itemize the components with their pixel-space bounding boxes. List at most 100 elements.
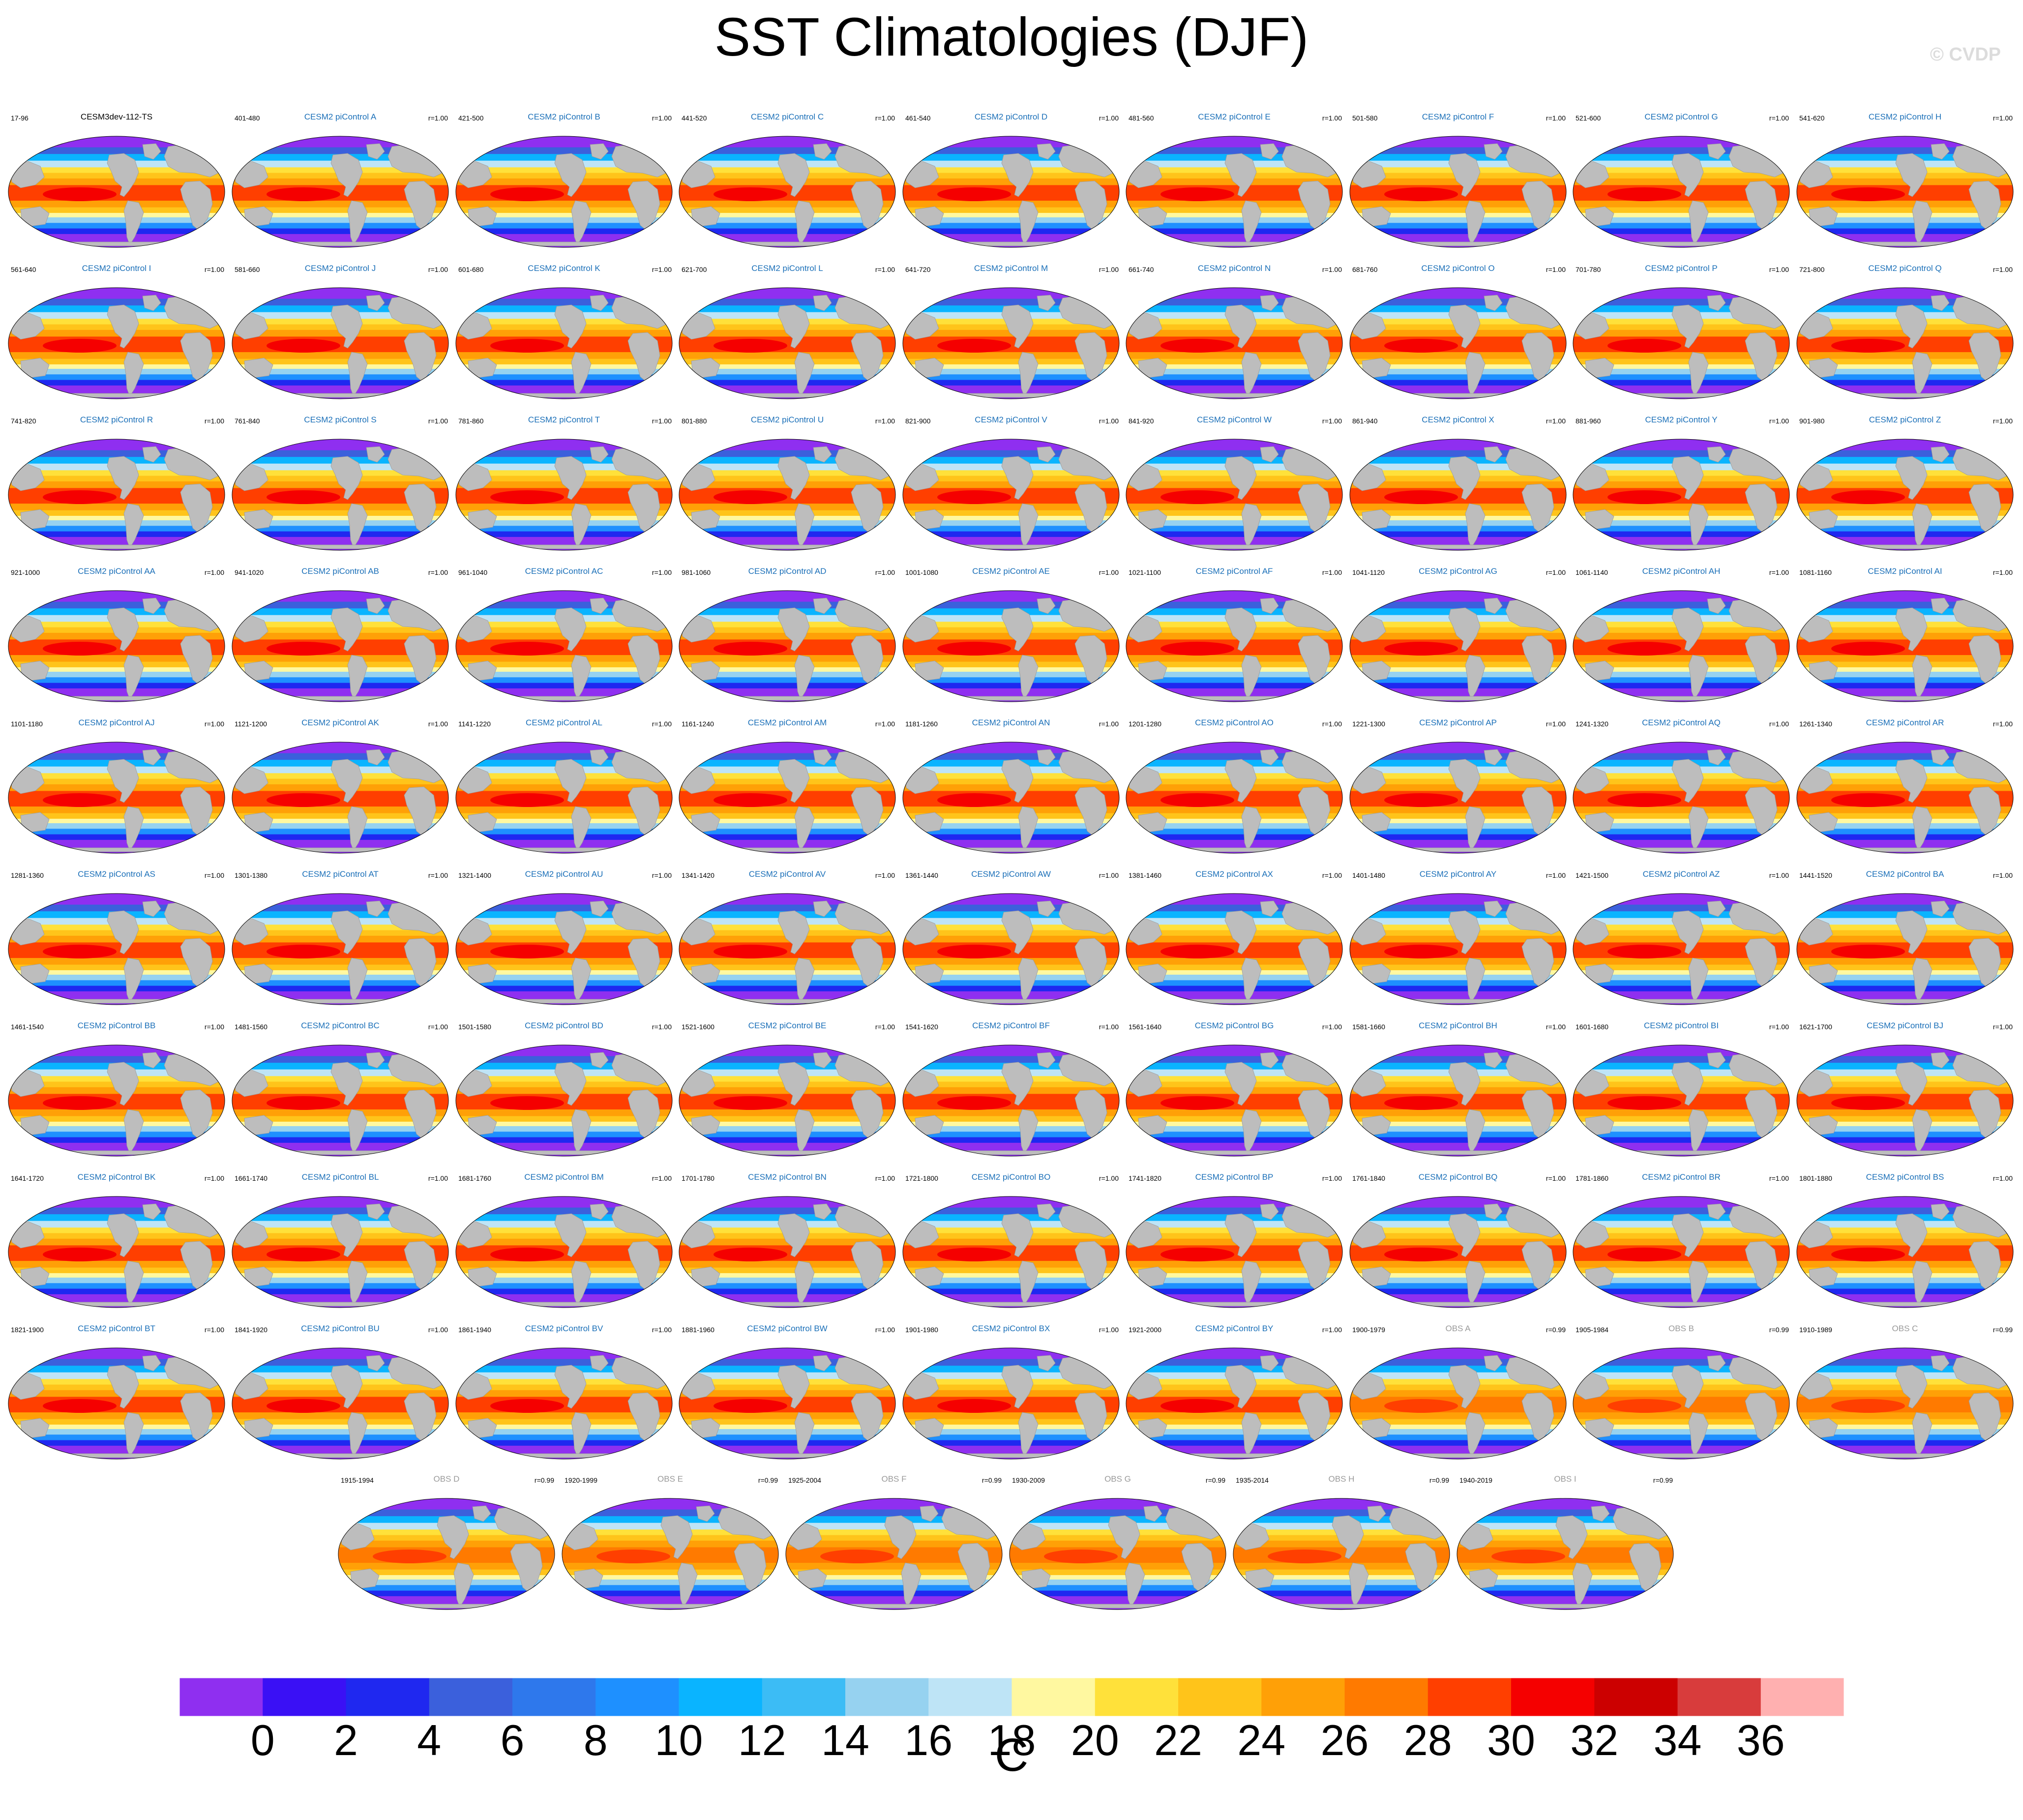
- model-map-panel: 1921-2000 CESM2 piControl BY r=1.00: [1124, 1320, 1345, 1465]
- sst-band: [1573, 515, 1789, 521]
- sst-band: [8, 531, 225, 537]
- sst-band: [1797, 201, 2013, 208]
- land-mass: [482, 1302, 646, 1307]
- land-mass: [901, 1562, 922, 1608]
- sst-band: [456, 742, 672, 754]
- land-mass: [1352, 1221, 1386, 1249]
- sst-band: [679, 1137, 895, 1143]
- land-mass: [1912, 503, 1933, 548]
- sst-band: [8, 223, 225, 229]
- sst-band: [903, 834, 1119, 840]
- sst-field: [1126, 439, 1342, 550]
- map-outline: [8, 1196, 225, 1308]
- sst-band: [903, 1412, 1119, 1420]
- sst-map: [1573, 287, 1790, 399]
- sst-field: [1350, 591, 1566, 702]
- land-mass: [1152, 1302, 1316, 1307]
- sst-band: [679, 223, 895, 229]
- land-mass: [34, 1453, 199, 1458]
- land-mass: [1484, 1355, 1503, 1372]
- sst-band: [1797, 1045, 2013, 1057]
- land-mass: [571, 1412, 592, 1457]
- land-mass: [234, 312, 268, 340]
- land-mass: [571, 503, 592, 548]
- sst-band: [232, 515, 448, 521]
- sst-band: [1797, 1261, 2013, 1268]
- panel-title: CESM2 piControl BD: [525, 1021, 603, 1030]
- warm-pool: [267, 945, 340, 958]
- panel-title: OBS A: [1445, 1324, 1471, 1333]
- sst-band: [1350, 1045, 1566, 1057]
- sst-band: [456, 212, 672, 218]
- sst-band: [679, 1121, 895, 1127]
- land-mass: [1332, 1515, 1364, 1559]
- sst-band: [679, 1126, 895, 1132]
- warm-pool: [820, 1550, 894, 1563]
- sst-band: [1350, 439, 1566, 451]
- panel-years: 1935-2014: [1236, 1476, 1269, 1484]
- land-mass: [1001, 1213, 1034, 1257]
- panel-title: CESM2 piControl AQ: [1642, 718, 1721, 727]
- land-mass: [571, 1260, 592, 1306]
- sst-field: [1350, 742, 1566, 853]
- sst-band: [1797, 958, 2013, 965]
- land-mass: [258, 241, 422, 246]
- sst-band: [1797, 1273, 2013, 1278]
- land-mass: [1895, 153, 1928, 197]
- sst-map: [902, 1347, 1120, 1460]
- sst-band: [1573, 1348, 1789, 1360]
- sst-band: [456, 1267, 672, 1274]
- map-outline: [1349, 742, 1567, 854]
- panel-years: 781-860: [458, 417, 484, 425]
- panel-years: 1541-1620: [905, 1023, 938, 1031]
- panel-years: 721-800: [1799, 266, 1825, 273]
- sst-band: [1126, 970, 1342, 975]
- warm-pool: [1607, 339, 1681, 353]
- map-outline: [1126, 287, 1343, 399]
- map-outline: [1126, 439, 1343, 551]
- sst-band: [903, 1273, 1119, 1278]
- sst-map: [1796, 742, 2014, 854]
- sst-band: [903, 374, 1119, 381]
- sst-band: [562, 1575, 778, 1580]
- sst-band: [1573, 591, 1789, 602]
- sst-band: [679, 683, 895, 689]
- sst-field: [1126, 1196, 1342, 1308]
- warm-pool: [373, 1550, 446, 1563]
- sst-band: [1350, 980, 1566, 986]
- warm-pool: [1044, 1550, 1118, 1563]
- sst-band: [456, 894, 672, 905]
- land-mass: [1241, 503, 1262, 548]
- sst-band: [903, 894, 1119, 905]
- sst-band: [456, 1283, 672, 1289]
- sst-map: [902, 1196, 1120, 1308]
- land-mass: [1484, 597, 1503, 614]
- land-mass: [794, 1260, 815, 1306]
- panel-title: OBS B: [1668, 1324, 1694, 1333]
- sst-band: [1797, 368, 2013, 375]
- sst-map: [232, 1347, 449, 1460]
- panel-years: 1925-2004: [788, 1476, 821, 1484]
- sst-map: [902, 439, 1120, 551]
- sst-band: [232, 207, 448, 213]
- sst-field: [232, 591, 448, 702]
- sst-band: [903, 1348, 1119, 1360]
- land-mass: [1260, 597, 1279, 614]
- panel-years: 1581-1660: [1352, 1023, 1385, 1031]
- panel-title: CESM2 piControl AA: [78, 567, 155, 576]
- panel-years: 621-700: [682, 266, 707, 273]
- sst-field: [232, 1348, 448, 1459]
- model-map-panel: 1801-1880 CESM2 piControl BS r=1.00: [1794, 1168, 2016, 1313]
- panel-years: 1661-1740: [235, 1174, 268, 1182]
- panel-title: CESM2 piControl AE: [972, 567, 1050, 576]
- land-mass: [1001, 304, 1034, 349]
- land-mass: [681, 312, 715, 340]
- map-outline: [902, 136, 1120, 248]
- sst-band: [903, 1261, 1119, 1268]
- panel-years: 1361-1440: [905, 871, 938, 879]
- panel-years: 1721-1800: [905, 1174, 938, 1182]
- sst-band: [1573, 504, 1789, 511]
